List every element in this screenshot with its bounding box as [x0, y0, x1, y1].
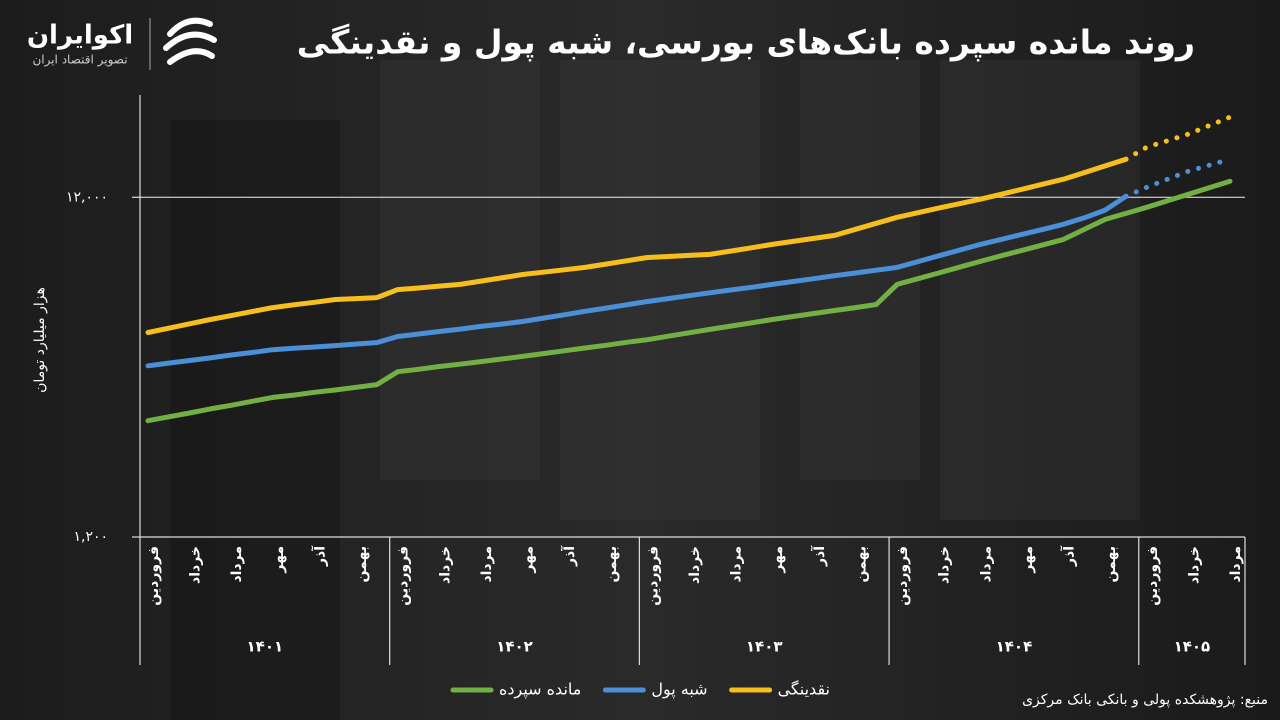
- x-tick-label: مهر: [770, 546, 786, 574]
- x-tick-label: خرداد: [687, 546, 703, 584]
- x-tick-label: بهمن: [354, 546, 370, 582]
- year-label: ۱۴۰۴: [996, 638, 1033, 656]
- x-tick-label: مرداد: [1228, 546, 1244, 583]
- series-line-projected: [1123, 114, 1233, 162]
- y-axis-label: هزار میلیارد تومان: [32, 287, 48, 393]
- x-tick-label: مرداد: [729, 546, 745, 583]
- x-tick-label: فروردین: [396, 546, 412, 606]
- series-line-projected: [1123, 156, 1233, 199]
- x-tick-label: آذر: [310, 545, 328, 567]
- legend-label: نقدینگی: [778, 680, 830, 699]
- year-label: ۱۴۰۵: [1174, 638, 1211, 656]
- year-label: ۱۴۰۲: [496, 638, 533, 656]
- brand-tagline: تصویر اقتصاد ایران: [32, 53, 127, 68]
- x-tick-label: خرداد: [188, 546, 204, 584]
- legend-item: شبه پول: [602, 680, 708, 700]
- x-tick-label: بهمن: [604, 546, 620, 582]
- x-tick-label: فروردین: [895, 546, 911, 606]
- legend-label: مانده سپرده: [499, 680, 581, 700]
- x-tick-label: فروردین: [1145, 546, 1161, 606]
- x-tick-label: آذر: [1060, 545, 1078, 567]
- series-line: [145, 156, 1129, 335]
- x-tick-label: فروردین: [146, 546, 162, 606]
- background-photo: [170, 60, 1140, 720]
- chart-title: روند مانده سپرده بانک‌های بورسی، شبه پول…: [297, 23, 1195, 63]
- series-line: [145, 178, 1233, 424]
- source: منبع: پژوهشکده پولی و بانکی بانک مرکزی: [1022, 692, 1268, 708]
- y-tick-label: ۱,۲۰۰: [73, 529, 108, 545]
- logo: اکوایران تصویر اقتصاد ایران: [27, 17, 217, 70]
- x-tick-label: مرداد: [229, 546, 245, 583]
- x-tick-label: مهر: [521, 546, 537, 574]
- year-label: ۱۴۰۳: [746, 638, 783, 656]
- legend-item: مانده سپرده: [450, 680, 581, 700]
- x-tick-label: خرداد: [1186, 546, 1202, 584]
- x-tick-label: بهمن: [853, 546, 869, 582]
- x-tick-label: مرداد: [479, 546, 495, 583]
- x-tick-label: خرداد: [437, 546, 453, 584]
- x-tick-label: مهر: [271, 546, 287, 574]
- x-tick-label: آذر: [560, 545, 578, 567]
- x-tick-label: خرداد: [937, 546, 953, 584]
- x-tick-label: فروردین: [645, 546, 661, 606]
- brand-name: اکوایران: [27, 21, 133, 51]
- logo-icon: [163, 17, 217, 65]
- x-tick-label: آذر: [810, 545, 828, 567]
- series-line: [145, 193, 1129, 369]
- x-tick-label: مرداد: [978, 546, 994, 583]
- x-tick-label: بهمن: [1103, 546, 1119, 582]
- y-tick-label: ۱۲,۰۰۰: [66, 189, 108, 205]
- legend-label: شبه پول: [651, 680, 707, 700]
- year-label: ۱۴۰۱: [247, 638, 284, 656]
- legend-item: نقدینگی: [729, 680, 830, 699]
- x-tick-label: مهر: [1020, 546, 1036, 574]
